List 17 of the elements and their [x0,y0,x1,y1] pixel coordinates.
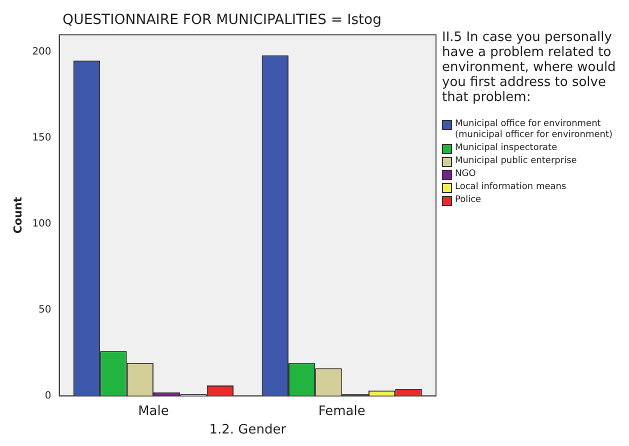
y-tick-label: 150 [32,132,52,144]
legend-label: Local information means [455,182,566,193]
legend-label: Municipal public enterprise [455,156,577,167]
legend-label: NGO [455,169,476,180]
x-tick-label: Male [138,404,169,419]
legend-label: Municipal inspectorate [455,143,558,154]
x-tick-label: Female [318,404,366,419]
y-tick-label: 100 [32,218,52,230]
y-tick-label: 0 [44,390,52,402]
legend-label: Police [455,195,482,206]
y-axis-title: Count [11,197,24,234]
legend-title: II.5 In case you personally have a problem related to environment, where would you first address to solve that problem: [442,30,617,105]
y-tick-label: 200 [32,46,52,58]
y-tick-label: 50 [38,304,52,316]
x-axis-title: 1.2. Gender [209,422,287,438]
legend-label: Municipal office for environment (municipal officer for environment) [455,119,614,141]
chart-title: QUESTIONNAIRE FOR MUNICIPALITIES = Istog [62,12,382,28]
